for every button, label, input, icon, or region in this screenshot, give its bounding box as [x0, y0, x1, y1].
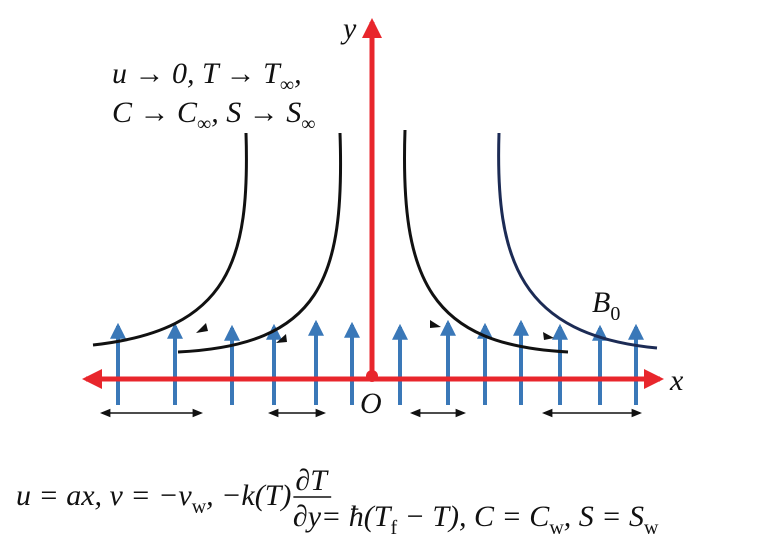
subscript: f — [390, 517, 397, 539]
y-axis-label: y — [340, 12, 357, 45]
math-text: , S = S — [564, 500, 644, 533]
math-text: u → 0, T → T — [112, 57, 282, 90]
math-text: − T), C = C — [397, 500, 550, 533]
math-text: , −k(T) — [206, 479, 291, 512]
wall-condition: u = ax, v = −vw, −k(T) ∂T ∂y= ħ(Tf − T), C… — [16, 464, 659, 539]
far-condition-line: C → C∞, S → S∞ — [112, 96, 316, 135]
math-text: , — [294, 57, 302, 90]
far-condition-line: u → 0, T → T∞, — [112, 57, 302, 96]
subscript: w — [549, 517, 564, 539]
denominator: ∂y — [293, 500, 322, 533]
origin-dot — [366, 370, 378, 382]
field-symbol: B — [592, 286, 610, 319]
math-text: , S → S — [211, 96, 301, 129]
math-text: = ħ(T — [321, 500, 393, 533]
streamlines — [92, 129, 658, 354]
magnetic-field-arrows — [110, 319, 644, 405]
subscript: w — [644, 517, 659, 539]
flow-arrowheads — [196, 320, 554, 343]
streamline — [177, 132, 343, 354]
fraction: ∂T ∂y — [293, 464, 329, 533]
origin-label: O — [360, 387, 382, 420]
math-text: C → C — [112, 96, 198, 129]
streamline — [92, 132, 248, 347]
field-label: B0 — [592, 286, 620, 325]
subscript: ∞ — [280, 74, 294, 96]
numerator: ∂T — [295, 464, 329, 497]
streamline — [403, 129, 569, 354]
subscript: ∞ — [197, 113, 211, 135]
math-text: u = ax, v = −v — [16, 479, 192, 512]
field-subscript: 0 — [610, 303, 620, 325]
x-axis-label: x — [669, 364, 684, 397]
subscript: w — [192, 496, 207, 518]
streamline — [497, 132, 658, 350]
subscript: ∞ — [301, 113, 315, 135]
